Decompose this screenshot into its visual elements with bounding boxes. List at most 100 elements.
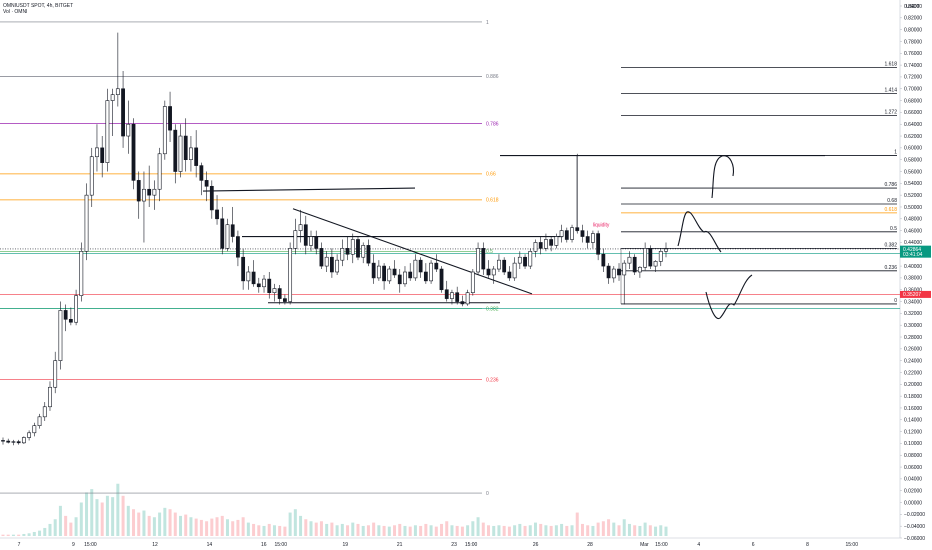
candle-body — [110, 94, 115, 101]
volume-bar — [105, 495, 109, 536]
volume-bar — [596, 522, 600, 536]
candle — [512, 257, 517, 281]
candle — [585, 230, 590, 249]
price-tick-label: 0.60000 — [904, 146, 922, 152]
fib-retracement-label: 0.236 — [486, 377, 499, 383]
candle-body — [632, 256, 637, 273]
time-tick-label: 15:00 — [655, 542, 668, 548]
candle-body — [497, 259, 501, 270]
candle — [42, 402, 47, 421]
volume-bar — [267, 523, 271, 536]
candle-body — [580, 230, 585, 237]
price-tick-label: 0.16000 — [904, 406, 922, 412]
candle-body — [502, 259, 507, 273]
price-tick-label: 0.34000 — [904, 299, 922, 305]
time-tick-label: 9 — [72, 542, 75, 548]
volume-bar — [356, 523, 360, 536]
price-tick-label: 0.28000 — [904, 335, 922, 341]
volume-bar — [335, 525, 339, 536]
candle — [11, 439, 16, 446]
candle-body — [162, 106, 167, 155]
candle-body — [84, 194, 89, 252]
candle-body — [11, 441, 16, 443]
volume-bar — [445, 521, 449, 536]
volume-bar — [565, 525, 569, 536]
candle — [392, 260, 397, 278]
price-tick-label: 0.20000 — [904, 382, 922, 388]
candle — [632, 254, 637, 275]
price-tick-label: 0.32000 — [904, 311, 922, 317]
candle — [262, 274, 266, 293]
candle — [194, 130, 199, 178]
candle — [601, 248, 606, 272]
candle-body — [559, 230, 564, 237]
fib-retracement-label: 0.382 — [486, 306, 499, 312]
volume-bar — [382, 525, 386, 536]
volume-bar — [100, 502, 104, 536]
volume-bar — [231, 521, 235, 536]
volume-bar — [163, 507, 167, 536]
volume-bar — [79, 502, 83, 536]
volume-bar — [184, 514, 188, 536]
fib-extension-label: 0.236 — [884, 265, 897, 271]
price-tick-label: 0.44000 — [904, 240, 922, 246]
candle — [152, 180, 157, 210]
volume-bar — [419, 525, 423, 536]
candle — [376, 260, 381, 281]
price-tick-label: 0.78000 — [904, 39, 922, 45]
volume-bar — [48, 523, 52, 536]
volume-bar — [513, 525, 517, 536]
volume-bar — [252, 523, 256, 536]
volume-bar — [591, 525, 595, 536]
candle-body — [204, 180, 209, 187]
candle-body — [382, 265, 386, 282]
time-tick-label: 26 — [533, 542, 539, 548]
volume-bar — [377, 525, 381, 536]
candle — [288, 242, 293, 305]
volume-bar — [560, 523, 564, 536]
candle — [48, 381, 52, 411]
volume-bar — [497, 525, 501, 536]
candle-body — [434, 262, 439, 270]
candle-body — [648, 248, 653, 267]
volume-bar — [194, 518, 198, 536]
volume-bar — [210, 518, 214, 536]
candle — [209, 180, 214, 219]
price-tick-label: 0.30000 — [904, 323, 922, 329]
candle-body — [517, 256, 522, 264]
candle-body — [465, 292, 470, 305]
volume-bar — [434, 526, 438, 536]
price-tick-label: 0.12000 — [904, 429, 922, 435]
volume-bar — [215, 517, 219, 536]
candle — [74, 289, 78, 326]
candle-body — [429, 262, 433, 282]
candle — [664, 242, 668, 258]
candle — [507, 266, 512, 281]
price-tick-label: 0.62000 — [904, 134, 922, 140]
volume-bar — [90, 489, 94, 536]
candle-body — [418, 259, 423, 273]
candle — [366, 239, 371, 267]
volume-bar — [340, 523, 344, 536]
time-tick-label: 14 — [207, 542, 213, 548]
candle — [418, 257, 423, 278]
price-tick-label: −0.06000 — [904, 536, 925, 542]
candle-body — [319, 248, 324, 267]
candle — [324, 251, 329, 272]
price-tick-label: 0.06000 — [904, 465, 922, 471]
candle — [32, 422, 37, 437]
candle-body — [397, 274, 402, 285]
volume-bar — [372, 522, 376, 536]
volume-bar — [309, 521, 313, 536]
price-tick-label: 0.04000 — [904, 477, 922, 483]
candle-body — [392, 268, 397, 276]
candle — [564, 227, 569, 243]
time-tick-label: 21 — [397, 542, 403, 548]
candle — [121, 71, 125, 148]
volume-bar — [22, 533, 26, 536]
candle — [277, 285, 282, 305]
candle-body — [444, 289, 449, 299]
candle — [236, 230, 240, 267]
candle — [6, 438, 11, 444]
